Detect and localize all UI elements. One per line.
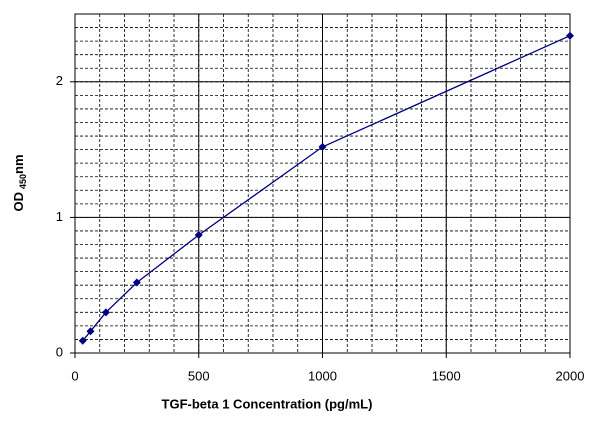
data-point: [318, 142, 327, 151]
data-point: [78, 336, 87, 345]
y-tick-label: 2: [56, 73, 63, 88]
data-point: [101, 308, 110, 317]
data-point: [132, 278, 141, 287]
x-axis-label: TGF-beta 1 Concentration (pg/mL): [162, 396, 373, 411]
x-tick-label: 2000: [556, 368, 585, 383]
data-point: [566, 31, 574, 40]
y-tick-label: 1: [56, 209, 63, 224]
x-tick-label: 1000: [308, 368, 337, 383]
y-tick-label: 0: [56, 344, 63, 359]
data-point: [194, 231, 203, 240]
x-tick-label: 1500: [432, 368, 461, 383]
x-tick-label: 500: [188, 368, 210, 383]
y-axis-label: OD 450nm: [11, 154, 28, 211]
data-point: [86, 327, 95, 336]
y-label-unit: nm: [11, 154, 26, 174]
y-label-main: OD: [11, 192, 26, 212]
y-label-sub: 450: [18, 174, 28, 189]
x-tick-label: 0: [71, 368, 78, 383]
plot-frame: [74, 13, 571, 354]
